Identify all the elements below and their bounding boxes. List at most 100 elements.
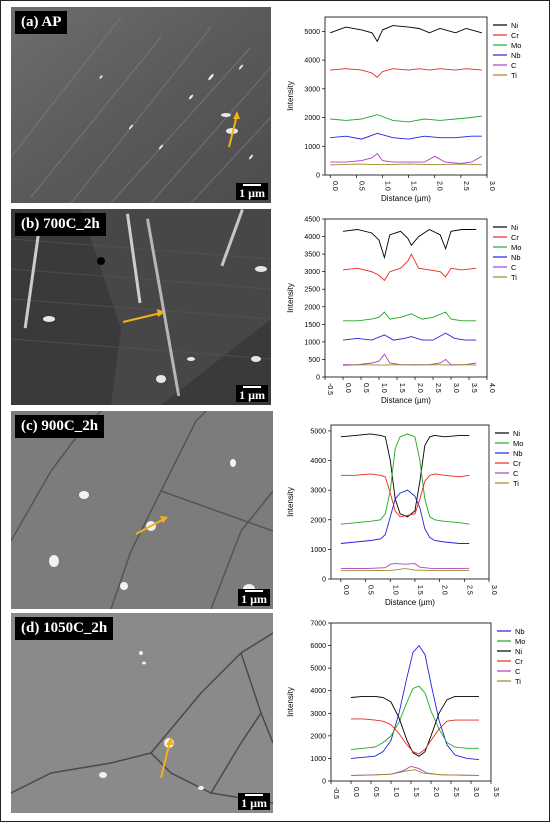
y-tick-label: 4500 <box>304 217 320 224</box>
y-tick-label: 2000 <box>310 733 326 740</box>
y-tick-label: 2000 <box>304 304 320 311</box>
plot-frame <box>324 16 488 176</box>
y-tick-label: 0 <box>316 173 320 180</box>
eds-chart-d-svg: -0.5 0.0 0.5 1.0 1.5 2.0 2.5 3.0 3.5 0 1000 2000 300… <box>286 621 542 799</box>
x-tick-label: 0.5 <box>362 383 369 393</box>
eds-chart-c: 0.0 0.5 1.0 1.5 2.0 2.5 3.0 0 1000 2000 3000 4000 50… <box>281 411 543 609</box>
scale-bar-label: 1 µm <box>239 186 265 200</box>
series-line-nb <box>350 644 480 761</box>
legend-box <box>490 17 538 83</box>
y-tick-label: 4000 <box>310 458 326 465</box>
x-tick-label: 0.0 <box>344 383 351 393</box>
series-line-mo <box>350 685 479 750</box>
y-tick-label: 5000 <box>310 428 326 435</box>
x-tick-label: 2.0 <box>432 787 439 797</box>
series-line-c <box>350 765 480 776</box>
y-axis-label: Intensity <box>286 81 295 111</box>
legend-entry: Ni <box>513 429 520 438</box>
y-tick-label: 1000 <box>304 144 320 151</box>
series-line-ni <box>340 433 470 518</box>
legend-box <box>492 425 540 491</box>
legend-entry: Ti <box>511 71 517 80</box>
legend-entry: Ti <box>513 479 519 488</box>
x-tick-label: 3.0 <box>490 585 497 595</box>
legend-box <box>490 219 538 285</box>
y-tick-label: 1000 <box>310 756 326 763</box>
series-line-ni <box>350 695 479 757</box>
y-tick-label: 3000 <box>304 86 320 93</box>
panel-c: (c) 900C_2h 1 µm 0.0 0.5 1.0 1.5 2.0 2.5 3.0 0 1… <box>11 411 543 609</box>
panel-a: (a) AP 1 µm 0.0 0.5 1.0 1.5 2.0 2.5 3.0 0 1000 20… <box>11 7 543 203</box>
series-line-ti <box>340 568 470 572</box>
y-tick-label: 2000 <box>304 115 320 122</box>
y-tick-label: 4000 <box>304 58 320 65</box>
series-line-cr <box>340 473 470 518</box>
legend-entry: Nb <box>513 449 523 458</box>
eds-chart-d: -0.5 0.0 0.5 1.0 1.5 2.0 2.5 3.0 3.5 0 1000 2000 300… <box>281 613 543 813</box>
legend-entry: C <box>511 263 517 272</box>
x-axis-label: Distance (µm) <box>381 396 431 405</box>
y-tick-label: 3000 <box>310 488 326 495</box>
legend-entry: Mo <box>511 41 521 50</box>
series-line-nb <box>330 132 482 140</box>
x-tick-label: 1.0 <box>392 787 399 797</box>
legend-entry: Mo <box>513 439 523 448</box>
plot-frame <box>330 424 490 580</box>
x-tick-label: 4.0 <box>488 383 495 393</box>
y-tick-label: 4000 <box>310 688 326 695</box>
y-tick-label: 5000 <box>310 666 326 673</box>
x-tick-label: 1.5 <box>410 181 417 191</box>
legend-entry: C <box>511 61 517 70</box>
x-tick-label: 2.0 <box>441 585 448 595</box>
legend-entry: Nb <box>511 51 521 60</box>
x-tick-label: 0.5 <box>367 585 374 595</box>
x-tick-label: -0.5 <box>326 383 333 395</box>
series-line-cr <box>351 718 479 755</box>
y-axis-label: Intensity <box>286 487 295 517</box>
x-tick-label: 1.5 <box>398 383 405 393</box>
y-tick-label: 2000 <box>310 517 326 524</box>
x-tick-label: 2.0 <box>436 181 443 191</box>
x-tick-label: 3.0 <box>488 181 495 191</box>
legend-entry: Ni <box>511 223 518 232</box>
x-tick-label: 1.5 <box>412 787 419 797</box>
y-axis-label: Intensity <box>286 283 295 313</box>
scale-bar-line <box>245 794 264 796</box>
x-tick-label: 2.0 <box>416 383 423 393</box>
x-tick-label: 0.0 <box>342 585 349 595</box>
legend-entry: Nb <box>515 627 525 636</box>
y-tick-label: 6000 <box>310 643 326 650</box>
x-tick-label: 0.5 <box>357 181 364 191</box>
x-tick-label: 2.5 <box>462 181 469 191</box>
eds-chart-a-svg: 0.0 0.5 1.0 1.5 2.0 2.5 3.0 0 1000 2000 3000 4000 50… <box>286 16 538 203</box>
scale-bar-label: 1 µm <box>239 388 265 402</box>
y-tick-label: 7000 <box>310 621 326 628</box>
y-tick-label: 4000 <box>304 234 320 241</box>
y-tick-label: 500 <box>308 357 320 364</box>
y-tick-label: 2500 <box>304 287 320 294</box>
series-line-mo <box>343 311 477 322</box>
x-tick-label: 0.5 <box>372 787 379 797</box>
y-tick-label: 1000 <box>304 339 320 346</box>
legend-entry: Cr <box>515 657 523 666</box>
y-tick-label: 5000 <box>304 29 320 36</box>
legend-entry: Cr <box>513 459 521 468</box>
series-line-ni <box>330 25 482 43</box>
eds-chart-b: -0.5 0.0 0.5 1.0 1.5 2.0 2.5 3.0 3.5 4.0 0 500 1000 1… <box>281 209 543 405</box>
series-line-nb <box>340 489 470 544</box>
legend-entry: Cr <box>511 31 519 40</box>
y-tick-label: 1000 <box>310 547 326 554</box>
scale-bar-line <box>245 590 264 592</box>
eds-chart-c-svg: 0.0 0.5 1.0 1.5 2.0 2.5 3.0 0 1000 2000 3000 4000 50… <box>286 424 540 607</box>
legend-box <box>494 623 542 689</box>
x-tick-label: 0.0 <box>331 181 338 191</box>
legend-entry: Ti <box>515 677 521 686</box>
legend-entry: Ni <box>515 647 522 656</box>
series-line-nb <box>342 332 477 341</box>
panel-label: (a) AP <box>15 11 68 34</box>
panel-label: (d) 1050C_2h <box>15 617 114 640</box>
legend-entry: Cr <box>511 233 519 242</box>
series-line-mo <box>330 114 482 123</box>
